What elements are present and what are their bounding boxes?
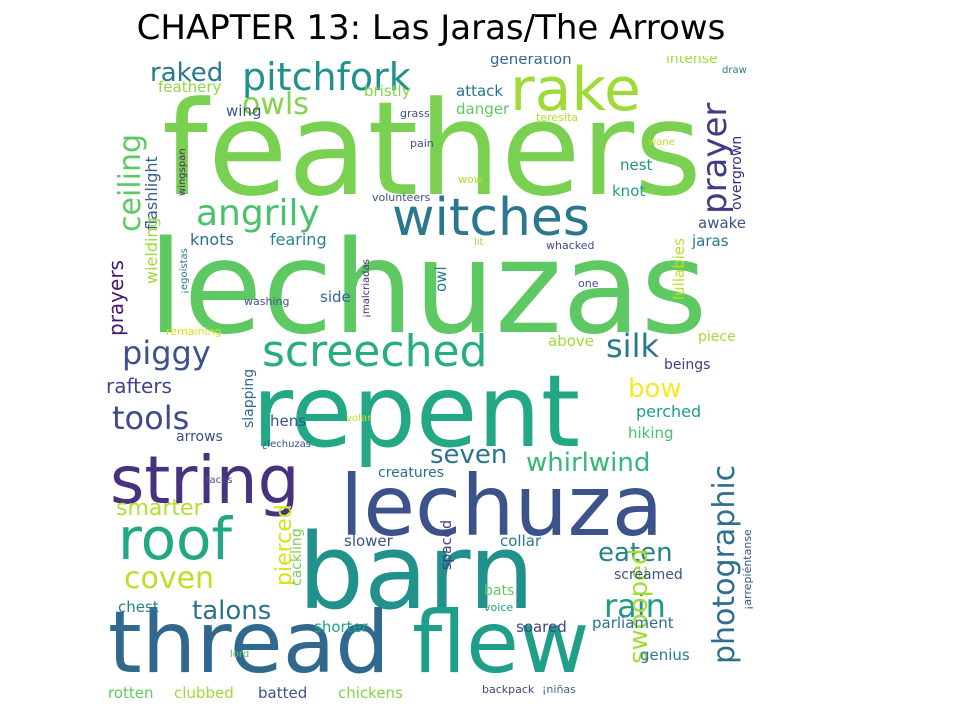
word-draw: draw [722, 65, 747, 76]
word-remaining: remaining [166, 325, 222, 338]
word-wane: wane [648, 137, 675, 148]
word-roof: roof [118, 505, 232, 573]
word-slower: slower [344, 532, 393, 550]
word-photographic: photographic [707, 464, 742, 664]
word-piece: piece [698, 329, 736, 345]
word-egoistas: ¡egoístas [179, 248, 190, 294]
word-bristly: bristly [364, 82, 411, 100]
word-raked: raked [150, 58, 224, 88]
word-shorter: shorter [314, 618, 368, 636]
word-flew: flew [412, 593, 590, 693]
word-parliament: parliament [592, 614, 674, 632]
word-creatures: creatures [378, 465, 445, 481]
word-coven: coven [124, 561, 215, 596]
word-prayers: prayers [104, 260, 128, 336]
word-feathery: feathery [158, 78, 222, 96]
word-knot: knot [612, 182, 646, 200]
word-lechuza: lechuza [340, 457, 664, 555]
word-lord: lord [230, 649, 250, 660]
word-malcriadas: ¡malcriadas [361, 259, 372, 318]
word-chickens: chickens [338, 684, 403, 702]
word-whirlwind: whirlwind [526, 448, 651, 478]
word-awake: awake [698, 214, 747, 232]
word-chest: chest [118, 598, 159, 616]
word-spaced: spaced [439, 520, 455, 570]
word-wing: wing [226, 102, 262, 120]
word-backpack: backpack [482, 683, 535, 696]
word-pain: pain [410, 137, 434, 150]
word-intense: intense [666, 56, 718, 67]
word-volunteers: volunteers [372, 191, 431, 204]
word-pitchfork: pitchfork [242, 56, 411, 99]
word-teresita: teresita [536, 111, 578, 124]
word-talons: talons [192, 596, 272, 626]
word-arrows: arrows [176, 429, 223, 445]
word-attack: attack [456, 82, 504, 100]
word-tools: tools [112, 399, 190, 437]
word-thread: thread [108, 593, 390, 693]
word-seven: seven [430, 440, 508, 470]
word-wielding: wielding [142, 217, 161, 284]
word-screeched: screeched [262, 326, 488, 377]
word-wingspan: wingspan [177, 148, 188, 196]
word-slapping: slapping [241, 368, 257, 428]
word-repent: repent [252, 353, 581, 470]
word-screamed: screamed [614, 567, 683, 583]
word-perched: perched [636, 402, 702, 421]
word-hens: hens [270, 412, 307, 430]
word-angrily: angrily [196, 193, 320, 234]
word-lullabies: lullabies [670, 238, 688, 300]
word-silk: silk [606, 327, 659, 365]
chart-title: CHAPTER 13: Las Jaras/The Arrows [136, 8, 726, 48]
word-voice: voice [484, 601, 514, 614]
word-rain: rain [604, 587, 666, 625]
word-genius: genius [640, 646, 690, 664]
word-washing: washing [244, 295, 290, 308]
word-collar: collar [500, 532, 542, 550]
word-lechuzas: ¿lechuzas [262, 439, 311, 450]
word-witches: witches [392, 188, 590, 248]
word-faces: faces [206, 475, 233, 486]
word-beings: beings [664, 357, 711, 373]
word-feathers: feathers [162, 73, 702, 225]
word-cackling: cackling [289, 528, 305, 586]
word-side: side [320, 288, 351, 306]
word-knots: knots [190, 230, 234, 249]
word-arrepientanse: ¡arrepiéntanse [741, 529, 754, 610]
word-clubbed: clubbed [174, 684, 234, 702]
word-whacked: whacked [546, 239, 595, 252]
word-one: one [578, 277, 599, 290]
word-barn: barn [298, 511, 535, 633]
word-grass: grass [400, 107, 430, 120]
word-string: string [110, 442, 300, 519]
word-bow: bow [628, 374, 682, 404]
word-rafters: rafters [106, 374, 172, 398]
word-lechuzas: lechuzas [148, 214, 708, 363]
word-rake: rake [510, 56, 641, 125]
word-soared: soared [516, 618, 567, 636]
word-generation: generation [490, 56, 572, 68]
word-batted: batted [258, 684, 308, 702]
word-fearing: fearing [270, 230, 327, 249]
word-danger: danger [456, 100, 510, 118]
word-ninas: ¡niñas [542, 683, 576, 696]
word-smarter: smarter [116, 496, 203, 521]
word-hiking: hiking [628, 424, 674, 442]
word-cloud: feathers lechuzas repent barn thread flew lech… [102, 56, 760, 708]
word-volar: volar [346, 413, 372, 424]
word-lit: lit [474, 237, 484, 248]
word-wow: wow [458, 173, 483, 186]
word-prayer: prayer [695, 102, 735, 214]
word-owl: owl [432, 266, 450, 292]
word-nest: nest [620, 156, 653, 174]
word-bats: bats [484, 583, 515, 599]
word-above: above [548, 332, 594, 350]
word-eaten: eaten [598, 538, 673, 568]
word-overgrown: overgrown [729, 135, 745, 210]
word-rotten: rotten [108, 684, 154, 702]
word-piggy: piggy [122, 334, 211, 372]
word-owls: owls [242, 87, 309, 122]
word-jaras: jaras [692, 232, 729, 250]
